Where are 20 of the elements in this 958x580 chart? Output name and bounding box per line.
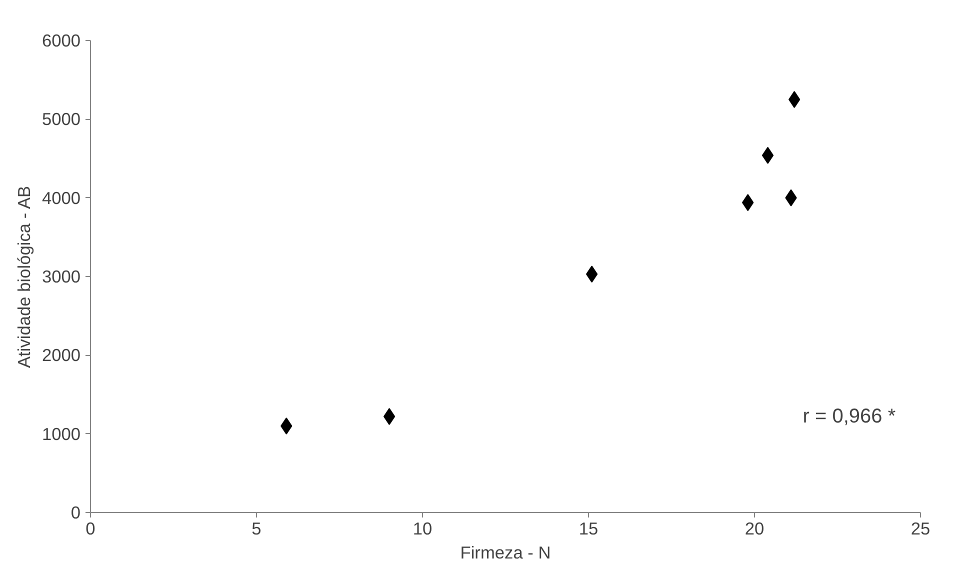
- x-axis-title: Firmeza - N: [460, 542, 551, 562]
- y-tick-label: 4000: [42, 188, 81, 208]
- point: [586, 266, 598, 283]
- x-tick-label: 15: [578, 518, 598, 538]
- point: [383, 408, 396, 426]
- y-tick-label: 0: [70, 502, 81, 522]
- y-tick-label: 2000: [42, 345, 81, 366]
- annotation: r = 0,966 *: [802, 406, 896, 428]
- x-tick-label: 20: [744, 518, 764, 538]
- x-tick-label: 0: [86, 518, 96, 538]
- x-tick-label: 25: [910, 518, 930, 538]
- x-tick-label: 10: [412, 518, 432, 538]
- x-tick-label: 5: [252, 518, 262, 538]
- point: [762, 146, 774, 164]
- point: [788, 91, 800, 108]
- y-axis-title: Atividade biológica - AB: [14, 186, 34, 368]
- y-tick-label: 6000: [42, 30, 81, 50]
- y-tick-label: 3000: [42, 266, 81, 286]
- y-tick-label: 1000: [42, 424, 81, 444]
- y-tick-label: 5000: [42, 109, 81, 130]
